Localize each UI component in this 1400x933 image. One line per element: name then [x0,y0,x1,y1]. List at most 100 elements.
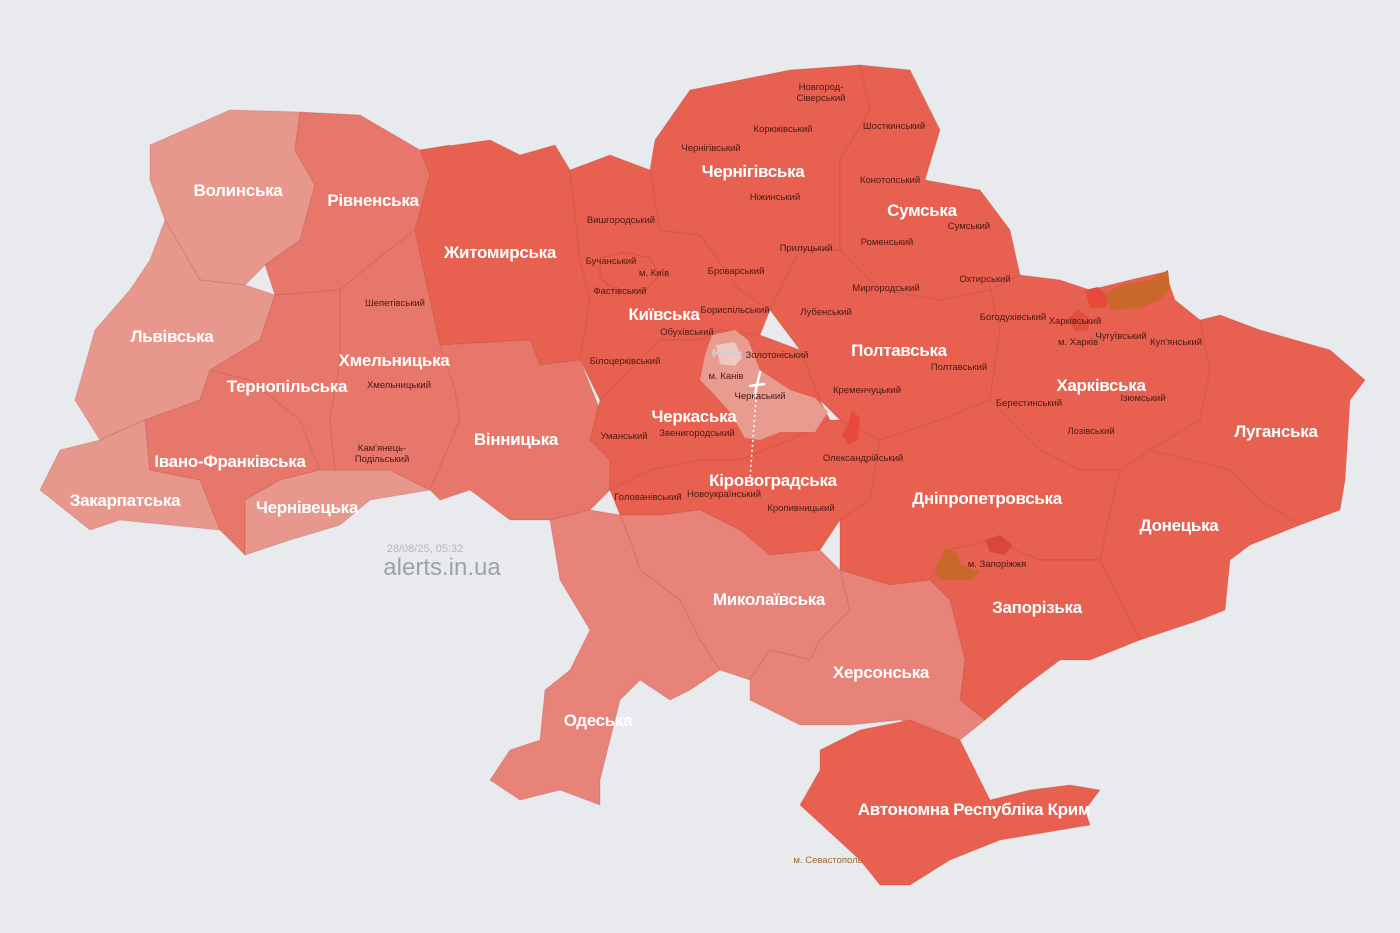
district-label-kamianets: Кам'янець-Подільський [355,443,410,465]
kharkiv-border-orange-zone[interactable] [1105,270,1170,310]
oblast-kyiv[interactable] [570,155,770,400]
oblast-kharkiv[interactable] [990,272,1210,470]
district-label-khmelnytskyi: Хмельницький [367,380,431,391]
oblast-label-zaporizhzhia: Запорізька [992,598,1083,617]
district-label-novoukrainskyi: Новоукраїнський [687,489,761,500]
oblast-border-kherson [749,569,986,741]
oblast-chernihiv[interactable] [650,65,870,310]
oblast-border-luhansk [1148,314,1366,526]
district-label-lubenskyi: Лубенський [800,307,852,318]
oblast-label-crimea: Автономна Республіка Крим [858,800,1090,819]
district-label-buchanskyi: Бучанський [586,256,637,267]
dnipro-district-alert[interactable] [842,410,860,445]
oblast-crimea[interactable] [800,720,1100,885]
district-label-chuhuivskyi: Чугуївський [1095,331,1146,342]
aircraft-icon [712,344,742,362]
zaporizhzhia-orange-zone[interactable] [935,548,980,580]
district-label-vyshhorodskyi: Вишгородський [587,215,655,226]
timestamp: 28/08/25, 05:32 [387,543,463,555]
oblast-donetsk[interactable] [1100,450,1300,640]
oblast-label-luhansk: Луганська [1234,422,1318,441]
oblast-ternopil[interactable] [210,290,340,470]
oblast-sumy[interactable] [840,65,1020,300]
district-label-kremenchutskyi: Кременчуцький [833,385,901,396]
district-label-poltavskyi: Полтавський [931,362,987,373]
oblast-label-lviv: Львівська [131,327,215,346]
district-label-shepetivskyi: Шепетівський [365,298,425,309]
oblast-label-dnipro: Дніпропетровська [912,489,1063,508]
district-label-sevastopol-city: м. Севастополь [793,855,862,866]
oblast-label-chernivtsi: Чернівецька [256,498,359,517]
oblast-border-zakarpattia [39,419,221,531]
oblast-lviv[interactable] [75,220,275,440]
oblast-label-kherson: Херсонська [833,663,930,682]
oblast-chernivtsi[interactable] [245,470,430,555]
district-label-umanskyi: Уманський [600,431,647,442]
oblast-label-vinnytsia: Вінницька [474,430,559,449]
district-label-zvenyhorodskyi: Звенигородський [659,428,734,439]
oblast-poltava[interactable] [770,250,1000,440]
oblast-luhansk[interactable] [1150,315,1365,525]
oblast-label-ivano: Івано-Франківська [154,452,306,471]
oblast-label-sumy: Сумська [887,201,957,220]
oblast-kirovohrad[interactable] [610,420,880,555]
oblast-ivano[interactable] [145,370,320,555]
district-label-fastivskyi: Фастівський [593,286,646,297]
oblast-label-zhytomyr: Житомирська [443,243,557,262]
district-label-boryspilskyi: Бориспільський [700,305,769,316]
oblast-volyn[interactable] [150,110,315,285]
oblast-label-ternopil: Тернопільська [227,377,348,396]
oblast-border-chernivtsi [244,469,432,556]
district-label-kropyvnytskyi: Кропивницький [767,503,834,514]
district-label-berestynskyi: Берестинський [996,398,1062,409]
district-label-prylutskyi: Прилуцький [780,243,833,254]
district-label-konotopskyi: Конотопський [860,175,920,186]
site-watermark: alerts.in.ua [383,554,501,581]
oblast-label-mykolaiv: Миколаївська [713,590,826,609]
oblast-label-chernihiv: Чернігівська [702,162,806,181]
missile-trajectory-icon [748,370,766,400]
district-label-novhorod: Новгород-Сіверський [797,82,846,104]
kharkiv-border-alert[interactable] [1085,287,1110,308]
kharkiv-city-area[interactable] [1068,310,1090,332]
oblast-vinnytsia[interactable] [430,340,610,520]
district-label-bohodukhivskyi: Богодухівський [980,312,1046,323]
district-label-nizhynskyi: Ніжинський [750,192,800,203]
zaporizhzhia-city-area[interactable] [985,535,1012,555]
oblast-zhytomyr[interactable] [415,140,590,365]
district-label-oleksandriiskyi: Олександрійський [823,453,903,464]
district-label-shostkynskyi: Шосткинський [863,121,925,132]
oblast-kherson[interactable] [750,570,985,740]
oblast-label-poltava: Полтавська [851,341,948,360]
district-label-koriukivskyi: Корюківський [754,124,813,135]
oblast-label-kharkiv: Харківська [1056,376,1146,395]
district-label-izyumskyi: Ізюмський [1120,393,1165,404]
oblast-label-kyiv: Київська [628,305,700,324]
oblast-zakarpattia[interactable] [40,420,220,530]
oblast-mykolaiv[interactable] [620,510,850,680]
oblast-rivne[interactable] [265,112,450,295]
district-label-bilotserkivskyi: Білоцерківський [590,356,661,367]
kyiv-city-area[interactable] [599,251,661,291]
oblast-zaporizhzhia[interactable] [930,540,1140,720]
district-label-holovanivskyi: Голованівський [614,492,682,503]
oblast-border-odesa [489,509,721,806]
oblast-khmelnytskyi[interactable] [330,230,460,490]
oblast-dnipro[interactable] [840,400,1120,585]
district-label-romenskyi: Роменський [861,237,914,248]
district-label-cherkaskyi: Черкаський [734,391,785,402]
district-label-obukhivskyi: Обухівський [660,327,714,338]
oblast-label-zakarpattia: Закарпатська [70,491,181,510]
oblast-label-volyn: Волинська [194,181,284,200]
district-label-sumskyi: Сумський [948,221,991,232]
district-label-kharkiv-city: м. Харків [1058,337,1098,348]
oblast-label-odesa: Одеська [564,711,633,730]
district-label-kupianskyi: Куп'янський [1150,337,1202,348]
oblast-odesa[interactable] [490,510,720,805]
district-label-lozivskyi: Лозівський [1067,426,1114,437]
missile-trajectory-line [749,384,758,479]
district-label-myrhorodskyi: Миргородський [852,283,919,294]
oblast-cherkasy[interactable] [590,330,830,490]
